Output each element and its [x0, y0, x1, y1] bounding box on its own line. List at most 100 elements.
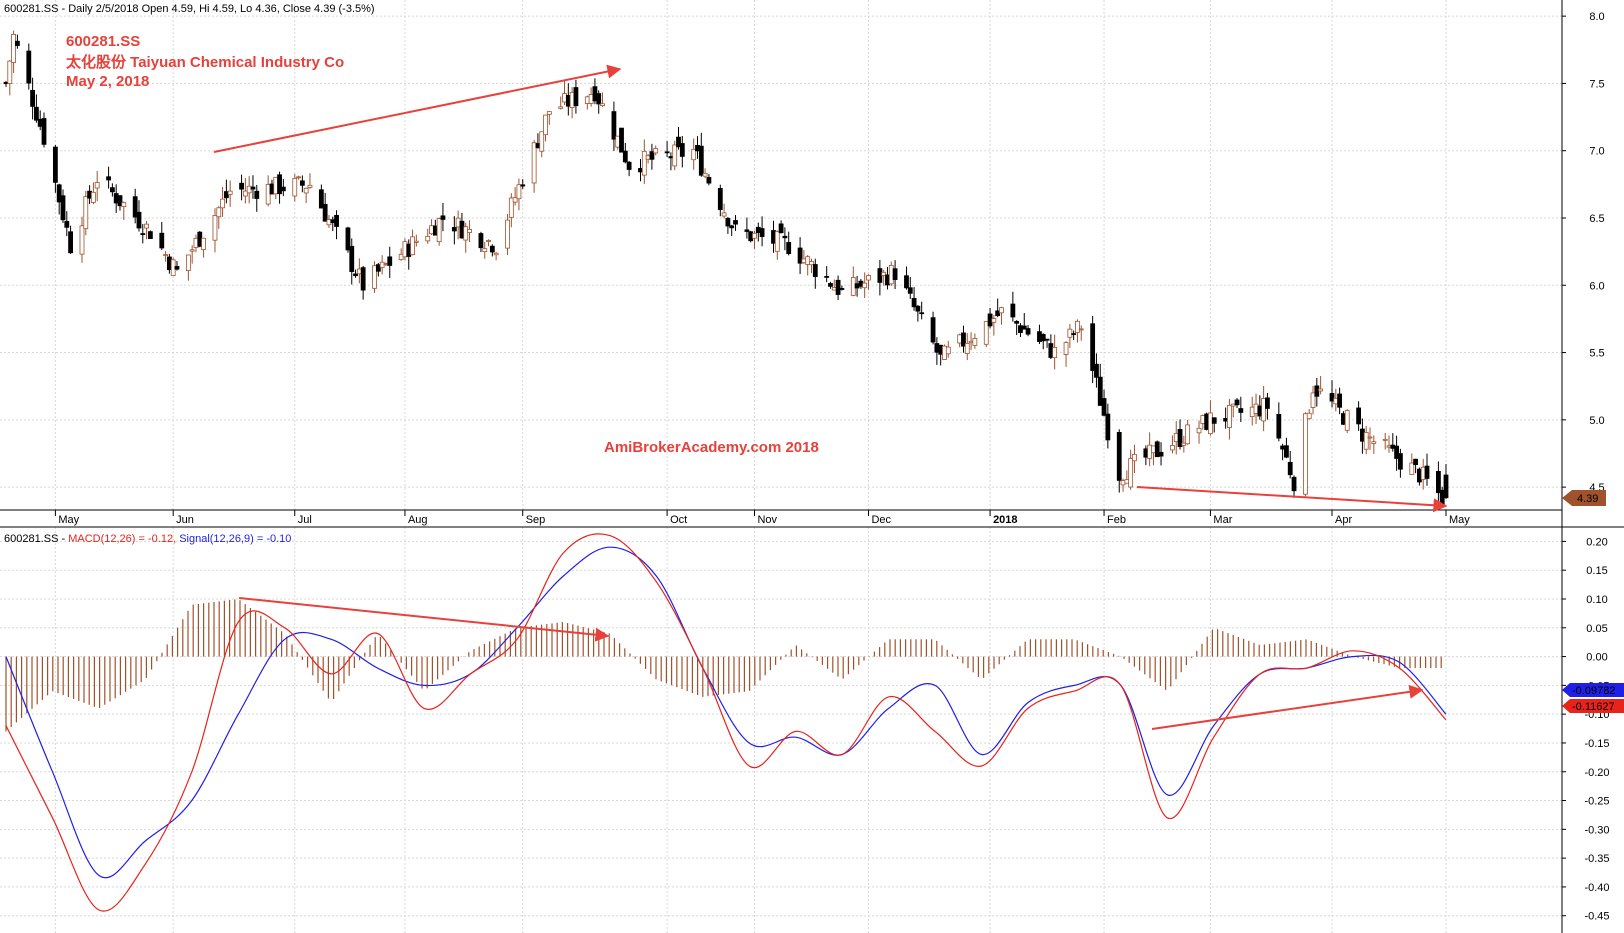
candle-down [26, 50, 32, 84]
macd-header-prefix: 600281.SS - [4, 533, 68, 545]
candle-up [508, 197, 514, 218]
macd-uptrend-arrow [1151, 684, 1424, 730]
candle-down [1394, 445, 1400, 459]
candle-down [911, 298, 917, 308]
last-price-tag-text: 4.39 [1577, 493, 1598, 505]
candle-up [121, 202, 127, 208]
x-tick-label: May [1449, 514, 1470, 526]
candle-up [79, 225, 85, 255]
candle-down [250, 186, 256, 190]
candle-down [280, 186, 286, 192]
candle-down [345, 227, 351, 251]
candle-up [486, 240, 491, 242]
candle-down [30, 89, 35, 107]
x-tick-label: Aug [408, 514, 428, 526]
price-y-tick-label: 7.0 [1589, 146, 1604, 158]
candle-up [467, 228, 472, 233]
candle-up [242, 190, 248, 197]
candle-up [307, 184, 313, 188]
candle-down [1287, 461, 1293, 476]
candle-down [109, 187, 115, 193]
candle-up [201, 237, 206, 250]
candle-up [410, 236, 415, 256]
watermark: AmiBrokerAcademy.com 2018 [604, 439, 819, 456]
candle-up [482, 248, 488, 253]
candle-down [892, 268, 898, 280]
candle-down [106, 176, 111, 181]
x-tick-label: 2018 [993, 514, 1017, 526]
candle-down [1424, 465, 1430, 479]
candle-down [729, 225, 735, 229]
candle-up [1261, 398, 1267, 422]
x-tick-label: Sep [526, 514, 546, 526]
candle-down [1329, 393, 1335, 402]
candle-up [1409, 462, 1415, 475]
candle-down [117, 195, 123, 207]
candle-up [1181, 442, 1187, 446]
candle-down [679, 143, 685, 157]
macd-y-tick-label: -0.20 [1584, 767, 1609, 779]
signal-value-tag-text: -0.09782 [1572, 685, 1615, 697]
candle-up [558, 106, 564, 109]
macd-histogram [5, 599, 1442, 732]
candle-up [752, 232, 757, 239]
candle-up [983, 320, 989, 345]
candle-down [596, 93, 602, 105]
candle-up [413, 240, 419, 243]
last-price-tag-shape [1562, 490, 1606, 506]
candle-up [531, 142, 537, 184]
candle-up [1170, 445, 1175, 451]
macd-y-tick-label: -0.35 [1584, 853, 1609, 865]
candle-down [812, 264, 818, 278]
candle-up [189, 249, 195, 252]
candle-up [1363, 432, 1369, 450]
date-x-axis: May Jun Jul Aug Sep Oct Nov Dec 2018 Feb Mar Apr May [54, 510, 1470, 526]
candle-down [387, 256, 393, 266]
candle-down [778, 223, 784, 234]
price-downtrend-arrow [1136, 486, 1448, 513]
candle-up [1185, 424, 1191, 445]
candle-down [706, 177, 712, 184]
candle-down [254, 190, 260, 199]
candle-down [318, 189, 324, 209]
candle-up [505, 219, 510, 249]
candle-down [147, 231, 153, 239]
candle-down [961, 332, 966, 347]
x-tick-label: Dec [871, 514, 891, 526]
candle-down [1040, 334, 1046, 342]
candle-up [1382, 438, 1388, 441]
macd-y-tick-label: -0.30 [1584, 824, 1609, 836]
candle-up [1052, 347, 1058, 359]
candle-down [68, 231, 73, 254]
candle-down [1071, 333, 1077, 335]
candle-down [60, 195, 66, 221]
candle-down [1154, 441, 1160, 458]
candle-down [1044, 338, 1050, 341]
price-y-tick-label: 5.0 [1589, 415, 1604, 427]
candle-down [622, 150, 628, 163]
candle-down [1094, 363, 1099, 378]
candle-down [664, 151, 670, 154]
candle-down [322, 203, 328, 222]
candle-up [463, 226, 469, 241]
candle-up [805, 256, 811, 265]
candle-down [440, 215, 446, 220]
candle-up [493, 252, 499, 256]
candle-down [1284, 445, 1289, 458]
candle-up [999, 307, 1004, 314]
candle-down [611, 111, 617, 140]
signal-value-tag: -0.09782 [1562, 683, 1624, 697]
candle-down [1234, 399, 1240, 406]
candle-up [809, 261, 814, 266]
candle-down [1443, 474, 1449, 499]
divergence-arrows [213, 64, 1448, 730]
candle-up [1132, 453, 1137, 462]
candle-up [672, 144, 678, 167]
candle-up [862, 282, 868, 289]
candle-down [619, 127, 624, 153]
candle-up [83, 196, 89, 230]
candle-down [717, 188, 723, 211]
annotation-ticker: 600281.SS [66, 33, 140, 50]
candle-down [744, 229, 750, 232]
candle-down [56, 184, 62, 203]
